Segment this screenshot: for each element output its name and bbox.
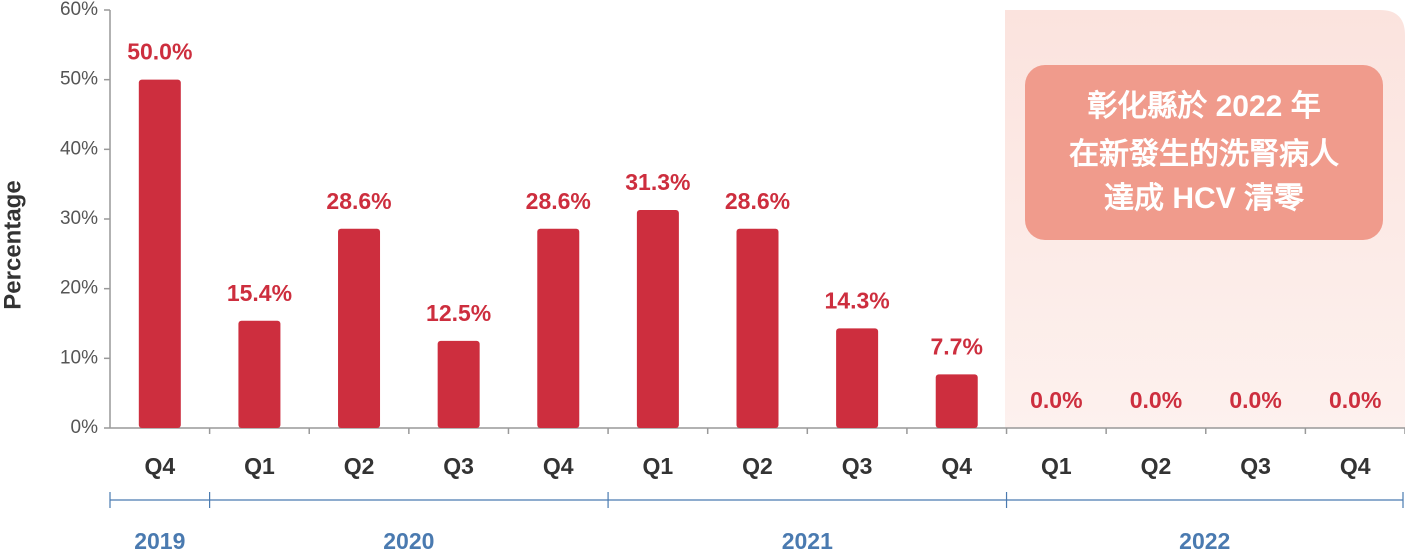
x-tick-label: Q4 (941, 453, 972, 479)
y-tick-label: 40% (60, 138, 98, 159)
x-tick-label: Q1 (643, 453, 674, 479)
bar (238, 320, 281, 428)
x-tick-label: Q1 (1041, 453, 1072, 479)
value-label: 0.0% (1030, 387, 1082, 413)
x-tick-label: Q2 (1141, 453, 1172, 479)
x-tick-label: Q3 (842, 453, 873, 479)
value-label: 28.6% (526, 188, 591, 214)
value-label: 7.7% (931, 333, 983, 359)
annotation-line: 彰化縣於 2022 年 (1087, 89, 1320, 123)
x-tick-label: Q4 (1340, 453, 1371, 479)
bar (338, 228, 381, 428)
bar (636, 209, 679, 428)
bar (138, 79, 181, 429)
value-label: 0.0% (1329, 387, 1381, 413)
value-label: 0.0% (1130, 387, 1182, 413)
y-tick-label: 50% (60, 69, 98, 90)
y-tick-label: 10% (60, 347, 98, 368)
annotation-line: 達成 HCV 清零 (1104, 182, 1305, 215)
bar (437, 340, 480, 428)
y-tick-label: 20% (60, 278, 98, 299)
value-label: 28.6% (725, 188, 790, 214)
value-label: 12.5% (426, 300, 491, 326)
bar (935, 374, 978, 428)
year-label: 2019 (134, 528, 185, 554)
y-axis-label: Percentage (0, 180, 26, 309)
annotation-box (1025, 65, 1383, 240)
bar (537, 228, 580, 428)
year-label: 2021 (782, 528, 833, 554)
value-label: 14.3% (825, 287, 890, 313)
x-tick-label: Q1 (244, 453, 275, 479)
bar (836, 328, 879, 428)
y-tick-label: 30% (60, 208, 98, 229)
value-label: 0.0% (1229, 387, 1281, 413)
y-tick-label: 0% (71, 417, 99, 438)
x-tick-label: Q2 (742, 453, 773, 479)
y-tick-label: 60% (60, 0, 98, 20)
value-label: 31.3% (625, 169, 690, 195)
x-tick-label: Q3 (1240, 453, 1271, 479)
x-tick-label: Q3 (443, 453, 474, 479)
bar (736, 228, 779, 428)
annotation-line: 在新發生的洗腎病人 (1069, 138, 1339, 171)
value-label: 28.6% (326, 188, 391, 214)
value-label: 15.4% (227, 280, 292, 306)
x-tick-label: Q2 (344, 453, 375, 479)
year-label: 2022 (1179, 528, 1230, 554)
value-label: 50.0% (127, 39, 192, 65)
x-tick-label: Q4 (144, 453, 175, 479)
x-tick-label: Q4 (543, 453, 574, 479)
year-label: 2020 (383, 528, 434, 554)
